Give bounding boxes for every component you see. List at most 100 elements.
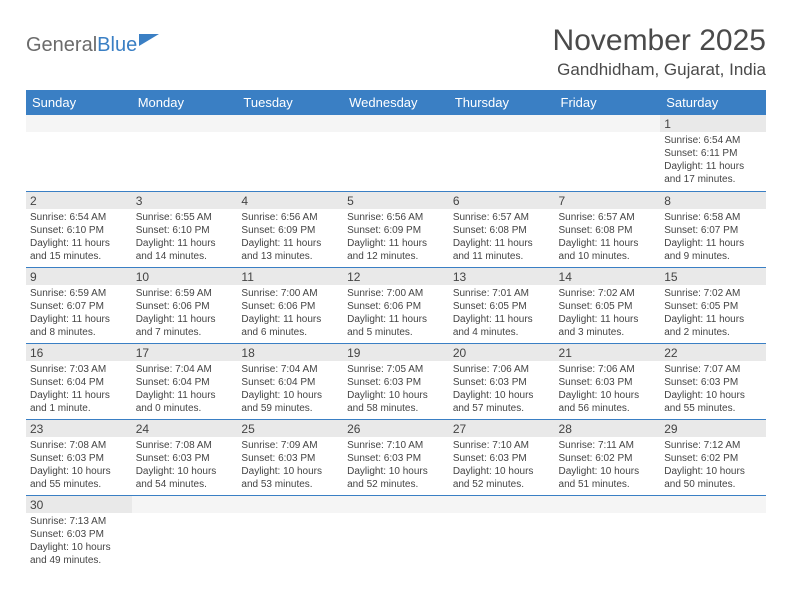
daylight-text: Daylight: 10 hours and 55 minutes. [664,389,762,415]
sunrise-text: Sunrise: 6:54 AM [664,134,762,147]
sunrise-text: Sunrise: 6:59 AM [30,287,128,300]
sunset-text: Sunset: 6:11 PM [664,147,762,160]
day-header: Saturday [660,90,766,115]
day-number: 11 [237,268,343,285]
sunrise-text: Sunrise: 7:06 AM [559,363,657,376]
sunrise-text: Sunrise: 6:56 AM [347,211,445,224]
day-details: Sunrise: 7:01 AMSunset: 6:05 PMDaylight:… [449,285,555,341]
calendar-cell [555,495,661,571]
calendar-body: 1Sunrise: 6:54 AMSunset: 6:11 PMDaylight… [26,115,766,571]
title-block: November 2025 Gandhidham, Gujarat, India [553,24,766,84]
day-number [237,496,343,513]
day-number: 13 [449,268,555,285]
calendar-cell: 16Sunrise: 7:03 AMSunset: 6:04 PMDayligh… [26,343,132,419]
daylight-text: Daylight: 11 hours and 10 minutes. [559,237,657,263]
calendar-cell: 21Sunrise: 7:06 AMSunset: 6:03 PMDayligh… [555,343,661,419]
day-number: 27 [449,420,555,437]
sunrise-text: Sunrise: 7:10 AM [453,439,551,452]
calendar-cell: 18Sunrise: 7:04 AMSunset: 6:04 PMDayligh… [237,343,343,419]
calendar-cell: 30Sunrise: 7:13 AMSunset: 6:03 PMDayligh… [26,495,132,571]
daylight-text: Daylight: 11 hours and 14 minutes. [136,237,234,263]
day-details: Sunrise: 6:59 AMSunset: 6:07 PMDaylight:… [26,285,132,341]
calendar-table: Sunday Monday Tuesday Wednesday Thursday… [26,90,766,571]
calendar-cell: 22Sunrise: 7:07 AMSunset: 6:03 PMDayligh… [660,343,766,419]
sunrise-text: Sunrise: 7:08 AM [30,439,128,452]
daylight-text: Daylight: 10 hours and 56 minutes. [559,389,657,415]
day-number [555,115,661,132]
daylight-text: Daylight: 10 hours and 51 minutes. [559,465,657,491]
sunset-text: Sunset: 6:06 PM [347,300,445,313]
day-details: Sunrise: 7:10 AMSunset: 6:03 PMDaylight:… [449,437,555,493]
sunrise-text: Sunrise: 7:10 AM [347,439,445,452]
calendar-cell: 5Sunrise: 6:56 AMSunset: 6:09 PMDaylight… [343,191,449,267]
sunset-text: Sunset: 6:03 PM [30,452,128,465]
calendar-cell: 15Sunrise: 7:02 AMSunset: 6:05 PMDayligh… [660,267,766,343]
sunset-text: Sunset: 6:04 PM [136,376,234,389]
sunset-text: Sunset: 6:09 PM [347,224,445,237]
day-number: 26 [343,420,449,437]
day-number: 22 [660,344,766,361]
sunrise-text: Sunrise: 7:07 AM [664,363,762,376]
location-subtitle: Gandhidham, Gujarat, India [553,60,766,80]
day-details: Sunrise: 7:08 AMSunset: 6:03 PMDaylight:… [132,437,238,493]
day-number [449,496,555,513]
sunrise-text: Sunrise: 6:56 AM [241,211,339,224]
sunrise-text: Sunrise: 7:08 AM [136,439,234,452]
day-details: Sunrise: 7:03 AMSunset: 6:04 PMDaylight:… [26,361,132,417]
day-number: 10 [132,268,238,285]
day-details: Sunrise: 7:07 AMSunset: 6:03 PMDaylight:… [660,361,766,417]
sunrise-text: Sunrise: 7:02 AM [559,287,657,300]
day-details: Sunrise: 6:57 AMSunset: 6:08 PMDaylight:… [555,209,661,265]
day-header-row: Sunday Monday Tuesday Wednesday Thursday… [26,90,766,115]
sunrise-text: Sunrise: 7:13 AM [30,515,128,528]
logo-text-general: General [26,34,97,57]
day-details: Sunrise: 6:58 AMSunset: 6:07 PMDaylight:… [660,209,766,265]
calendar-week-row: 23Sunrise: 7:08 AMSunset: 6:03 PMDayligh… [26,419,766,495]
daylight-text: Daylight: 10 hours and 59 minutes. [241,389,339,415]
calendar-cell: 6Sunrise: 6:57 AMSunset: 6:08 PMDaylight… [449,191,555,267]
calendar-page: GeneralBlue November 2025 Gandhidham, Gu… [0,0,792,571]
daylight-text: Daylight: 11 hours and 0 minutes. [136,389,234,415]
day-details: Sunrise: 7:06 AMSunset: 6:03 PMDaylight:… [555,361,661,417]
calendar-cell: 23Sunrise: 7:08 AMSunset: 6:03 PMDayligh… [26,419,132,495]
sunset-text: Sunset: 6:03 PM [453,376,551,389]
sunset-text: Sunset: 6:04 PM [241,376,339,389]
daylight-text: Daylight: 11 hours and 8 minutes. [30,313,128,339]
daylight-text: Daylight: 11 hours and 5 minutes. [347,313,445,339]
day-header: Wednesday [343,90,449,115]
daylight-text: Daylight: 10 hours and 52 minutes. [453,465,551,491]
sunset-text: Sunset: 6:10 PM [136,224,234,237]
sunset-text: Sunset: 6:08 PM [559,224,657,237]
day-header: Sunday [26,90,132,115]
calendar-cell [660,495,766,571]
sunrise-text: Sunrise: 6:57 AM [559,211,657,224]
day-details: Sunrise: 7:00 AMSunset: 6:06 PMDaylight:… [343,285,449,341]
day-header: Friday [555,90,661,115]
calendar-cell: 7Sunrise: 6:57 AMSunset: 6:08 PMDaylight… [555,191,661,267]
calendar-cell: 11Sunrise: 7:00 AMSunset: 6:06 PMDayligh… [237,267,343,343]
sunset-text: Sunset: 6:09 PM [241,224,339,237]
sunset-text: Sunset: 6:04 PM [30,376,128,389]
daylight-text: Daylight: 10 hours and 57 minutes. [453,389,551,415]
month-title: November 2025 [553,24,766,58]
day-details: Sunrise: 7:02 AMSunset: 6:05 PMDaylight:… [660,285,766,341]
sunset-text: Sunset: 6:07 PM [30,300,128,313]
day-details: Sunrise: 6:54 AMSunset: 6:10 PMDaylight:… [26,209,132,265]
sunset-text: Sunset: 6:03 PM [30,528,128,541]
day-details: Sunrise: 7:04 AMSunset: 6:04 PMDaylight:… [132,361,238,417]
calendar-week-row: 1Sunrise: 6:54 AMSunset: 6:11 PMDaylight… [26,115,766,191]
day-details: Sunrise: 6:55 AMSunset: 6:10 PMDaylight:… [132,209,238,265]
sunrise-text: Sunrise: 6:54 AM [30,211,128,224]
day-number: 21 [555,344,661,361]
day-number: 19 [343,344,449,361]
sunset-text: Sunset: 6:08 PM [453,224,551,237]
calendar-week-row: 30Sunrise: 7:13 AMSunset: 6:03 PMDayligh… [26,495,766,571]
day-number [343,496,449,513]
calendar-cell: 12Sunrise: 7:00 AMSunset: 6:06 PMDayligh… [343,267,449,343]
daylight-text: Daylight: 10 hours and 58 minutes. [347,389,445,415]
day-header: Thursday [449,90,555,115]
sunrise-text: Sunrise: 6:57 AM [453,211,551,224]
sunset-text: Sunset: 6:06 PM [241,300,339,313]
day-number [132,115,238,132]
day-number [237,115,343,132]
